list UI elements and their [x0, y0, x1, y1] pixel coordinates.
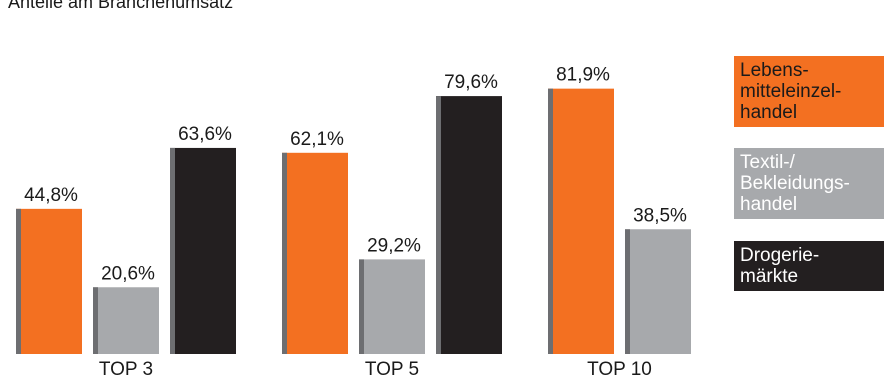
category-label: TOP 10 [587, 359, 652, 380]
legend-label: Textil-/ Bekleidungs- handel [740, 152, 850, 215]
legend-item-drogeriemaerkte: Drogerie- märkte [734, 241, 884, 291]
data-label: 62,1% [290, 129, 344, 150]
category-label: TOP 3 [99, 359, 153, 380]
bar-top5-s2 [436, 96, 502, 354]
bar-edge [282, 152, 287, 354]
data-label: 81,9% [556, 65, 610, 86]
bar-edge [16, 208, 21, 354]
bar-top10-s1 [625, 229, 691, 354]
bar-edge [548, 88, 553, 355]
data-label: 63,6% [178, 124, 232, 145]
legend-label: Lebens- mitteleinzel- handel [740, 60, 842, 123]
bar-top10-s0 [548, 88, 614, 355]
legend-item-textil-bekleidungshandel: Textil-/ Bekleidungs- handel [734, 148, 884, 219]
bar-top5-s1 [359, 259, 425, 354]
bar-edge [170, 147, 175, 354]
bar-top3-s2 [170, 147, 236, 354]
legend-item-lebensmitteleinzelhandel: Lebens- mitteleinzel- handel [734, 56, 884, 127]
data-label: 38,5% [633, 205, 687, 226]
bar-edge [436, 96, 441, 354]
bar-edge [359, 259, 364, 354]
data-label: 20,6% [101, 263, 155, 284]
bar-edge [625, 229, 630, 354]
bar-top3-s0 [16, 208, 82, 354]
chart-title: Anteile am Branchenumsatz [8, 0, 234, 12]
data-label: 29,2% [367, 235, 421, 256]
bar-top5-s0 [282, 152, 348, 354]
bar-edge [93, 287, 98, 354]
data-label: 79,6% [444, 72, 498, 93]
legend-label: Drogerie- märkte [740, 245, 820, 287]
bar-top3-s1 [93, 287, 159, 354]
category-label: TOP 5 [365, 359, 419, 380]
data-label: 44,8% [24, 185, 78, 206]
